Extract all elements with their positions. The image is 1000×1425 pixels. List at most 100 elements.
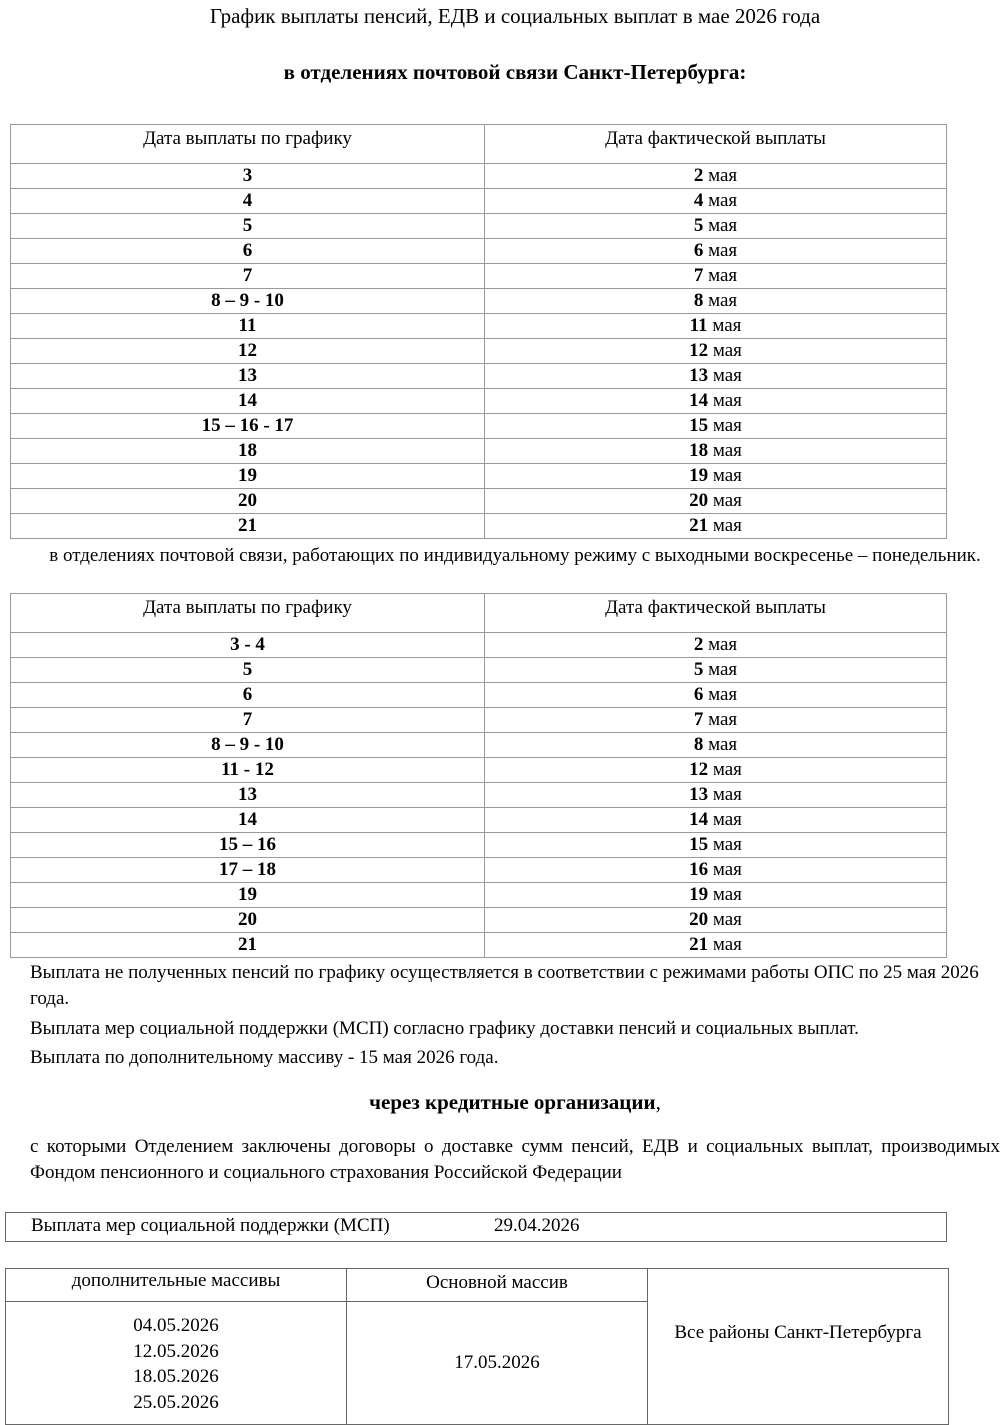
month-word: мая bbox=[708, 709, 738, 730]
actual-day: 15 bbox=[689, 834, 709, 855]
scheduled-date-value: 11 - 12 bbox=[221, 759, 274, 780]
actual-date: 14 мая bbox=[484, 388, 947, 414]
page-subtitle: в отделениях почтовой связи Санкт-Петерб… bbox=[283, 60, 747, 84]
actual-day: 14 bbox=[689, 809, 709, 830]
individual-mode-note: в отделениях почтовой связи, работающих … bbox=[49, 545, 981, 566]
actual-date: 6 мая bbox=[484, 238, 947, 264]
additional-date: 18.05.2026 bbox=[133, 1366, 219, 1387]
scheduled-date-value: 15 – 16 - 17 bbox=[201, 415, 294, 436]
table-row: 17 – 18 16 мая bbox=[10, 857, 947, 883]
scheduled-date: 3 - 4 bbox=[10, 632, 485, 658]
column-header: дополнительные массивы bbox=[5, 1268, 347, 1302]
actual-date: 2 мая bbox=[484, 632, 947, 658]
actual-date: 20 мая bbox=[484, 907, 947, 933]
actual-date: 4 мая bbox=[484, 188, 947, 214]
month-word: мая bbox=[712, 784, 742, 805]
actual-day: 18 bbox=[689, 440, 709, 461]
table-row: 11 - 12 12 мая bbox=[10, 757, 947, 783]
scheduled-date-value: 6 bbox=[242, 684, 253, 705]
credit-heading-suffix: , bbox=[655, 1090, 661, 1114]
actual-date: 12 мая bbox=[484, 757, 947, 783]
table-row: 13 13 мая bbox=[10, 782, 947, 808]
actual-day: 20 bbox=[689, 490, 709, 511]
scheduled-date: 3 bbox=[10, 163, 485, 189]
actual-date: 5 мая bbox=[484, 657, 947, 683]
month-word: мая bbox=[712, 884, 742, 905]
actual-date: 18 мая bbox=[484, 438, 947, 464]
scheduled-date-value: 5 bbox=[242, 659, 253, 680]
scheduled-date-value: 20 bbox=[238, 490, 257, 511]
scheduled-date: 11 - 12 bbox=[10, 757, 485, 783]
scheduled-date-value: 17 – 18 bbox=[219, 859, 276, 880]
month-word: мая bbox=[708, 165, 738, 186]
note-msp: Выплата мер социальной поддержки (МСП) с… bbox=[30, 1018, 859, 1039]
actual-date: 6 мая bbox=[484, 682, 947, 708]
table-row: 19 19 мая bbox=[10, 882, 947, 908]
table-row: 18 18 мая bbox=[10, 438, 947, 464]
scheduled-date-value: 12 bbox=[238, 340, 257, 361]
actual-day: 20 bbox=[689, 909, 709, 930]
scheduled-date-value: 19 bbox=[238, 465, 257, 486]
scheduled-date-value: 7 bbox=[242, 709, 253, 730]
scheduled-date: 19 bbox=[10, 882, 485, 908]
additional-dates-cell: 04.05.2026 12.05.2026 18.05.2026 25.05.2… bbox=[5, 1301, 347, 1425]
table-row: 12 12 мая bbox=[10, 338, 947, 364]
scheduled-date-value: 15 – 16 bbox=[219, 834, 276, 855]
table-row: 14 14 мая bbox=[10, 807, 947, 833]
column-header: Основной массив bbox=[346, 1268, 648, 1302]
scheduled-date-value: 14 bbox=[238, 809, 257, 830]
actual-date: 15 мая bbox=[484, 413, 947, 439]
table-row: 6 6 мая bbox=[10, 238, 947, 264]
credit-heading-text: через кредитные организации bbox=[369, 1090, 656, 1114]
table-row: 20 20 мая bbox=[10, 907, 947, 933]
actual-day: 5 bbox=[693, 215, 704, 236]
month-word: мая bbox=[712, 490, 742, 511]
month-word: мая bbox=[712, 859, 742, 880]
scheduled-date: 7 bbox=[10, 263, 485, 289]
scheduled-date: 4 bbox=[10, 188, 485, 214]
month-word: мая bbox=[712, 340, 742, 361]
table-row: 15 – 16 15 мая bbox=[10, 832, 947, 858]
actual-day: 13 bbox=[689, 365, 709, 386]
table-row: 11 11 мая bbox=[10, 313, 947, 339]
actual-date: 2 мая bbox=[484, 163, 947, 189]
actual-day: 5 bbox=[693, 659, 704, 680]
actual-day: 7 bbox=[693, 709, 704, 730]
scheduled-date: 13 bbox=[10, 363, 485, 389]
month-word: мая bbox=[712, 440, 742, 461]
scheduled-date-value: 14 bbox=[238, 390, 257, 411]
actual-day: 8 bbox=[693, 290, 704, 311]
actual-date: 12 мая bbox=[484, 338, 947, 364]
actual-date: 21 мая bbox=[484, 513, 947, 539]
scheduled-date: 6 bbox=[10, 238, 485, 264]
msp-box: Выплата мер социальной поддержки (МСП) 2… bbox=[5, 1212, 947, 1242]
scheduled-date-value: 20 bbox=[238, 909, 257, 930]
actual-day: 21 bbox=[689, 515, 709, 536]
actual-date: 13 мая bbox=[484, 782, 947, 808]
scheduled-date: 18 bbox=[10, 438, 485, 464]
month-word: мая bbox=[712, 415, 742, 436]
actual-day: 2 bbox=[693, 634, 704, 655]
main-date-cell: 17.05.2026 bbox=[346, 1301, 648, 1425]
table-row: 21 21 мая bbox=[10, 932, 947, 958]
actual-day: 8 bbox=[693, 734, 704, 755]
actual-day: 15 bbox=[689, 415, 709, 436]
actual-date: 19 мая bbox=[484, 463, 947, 489]
scheduled-date-value: 6 bbox=[242, 240, 253, 261]
actual-date: 21 мая bbox=[484, 932, 947, 958]
scheduled-date: 12 bbox=[10, 338, 485, 364]
month-word: мая bbox=[712, 909, 742, 930]
actual-date: 7 мая bbox=[484, 707, 947, 733]
scheduled-date-value: 8 – 9 - 10 bbox=[211, 290, 284, 311]
scheduled-date: 15 – 16 - 17 bbox=[10, 413, 485, 439]
month-word: мая bbox=[708, 240, 738, 261]
month-word: мая bbox=[712, 390, 742, 411]
scheduled-date: 21 bbox=[10, 932, 485, 958]
table-row: 15 – 16 - 17 15 мая bbox=[10, 413, 947, 439]
scheduled-date-value: 4 bbox=[242, 190, 253, 211]
column-header: Дата фактической выплаты bbox=[484, 124, 947, 164]
table-row: 19 19 мая bbox=[10, 463, 947, 489]
